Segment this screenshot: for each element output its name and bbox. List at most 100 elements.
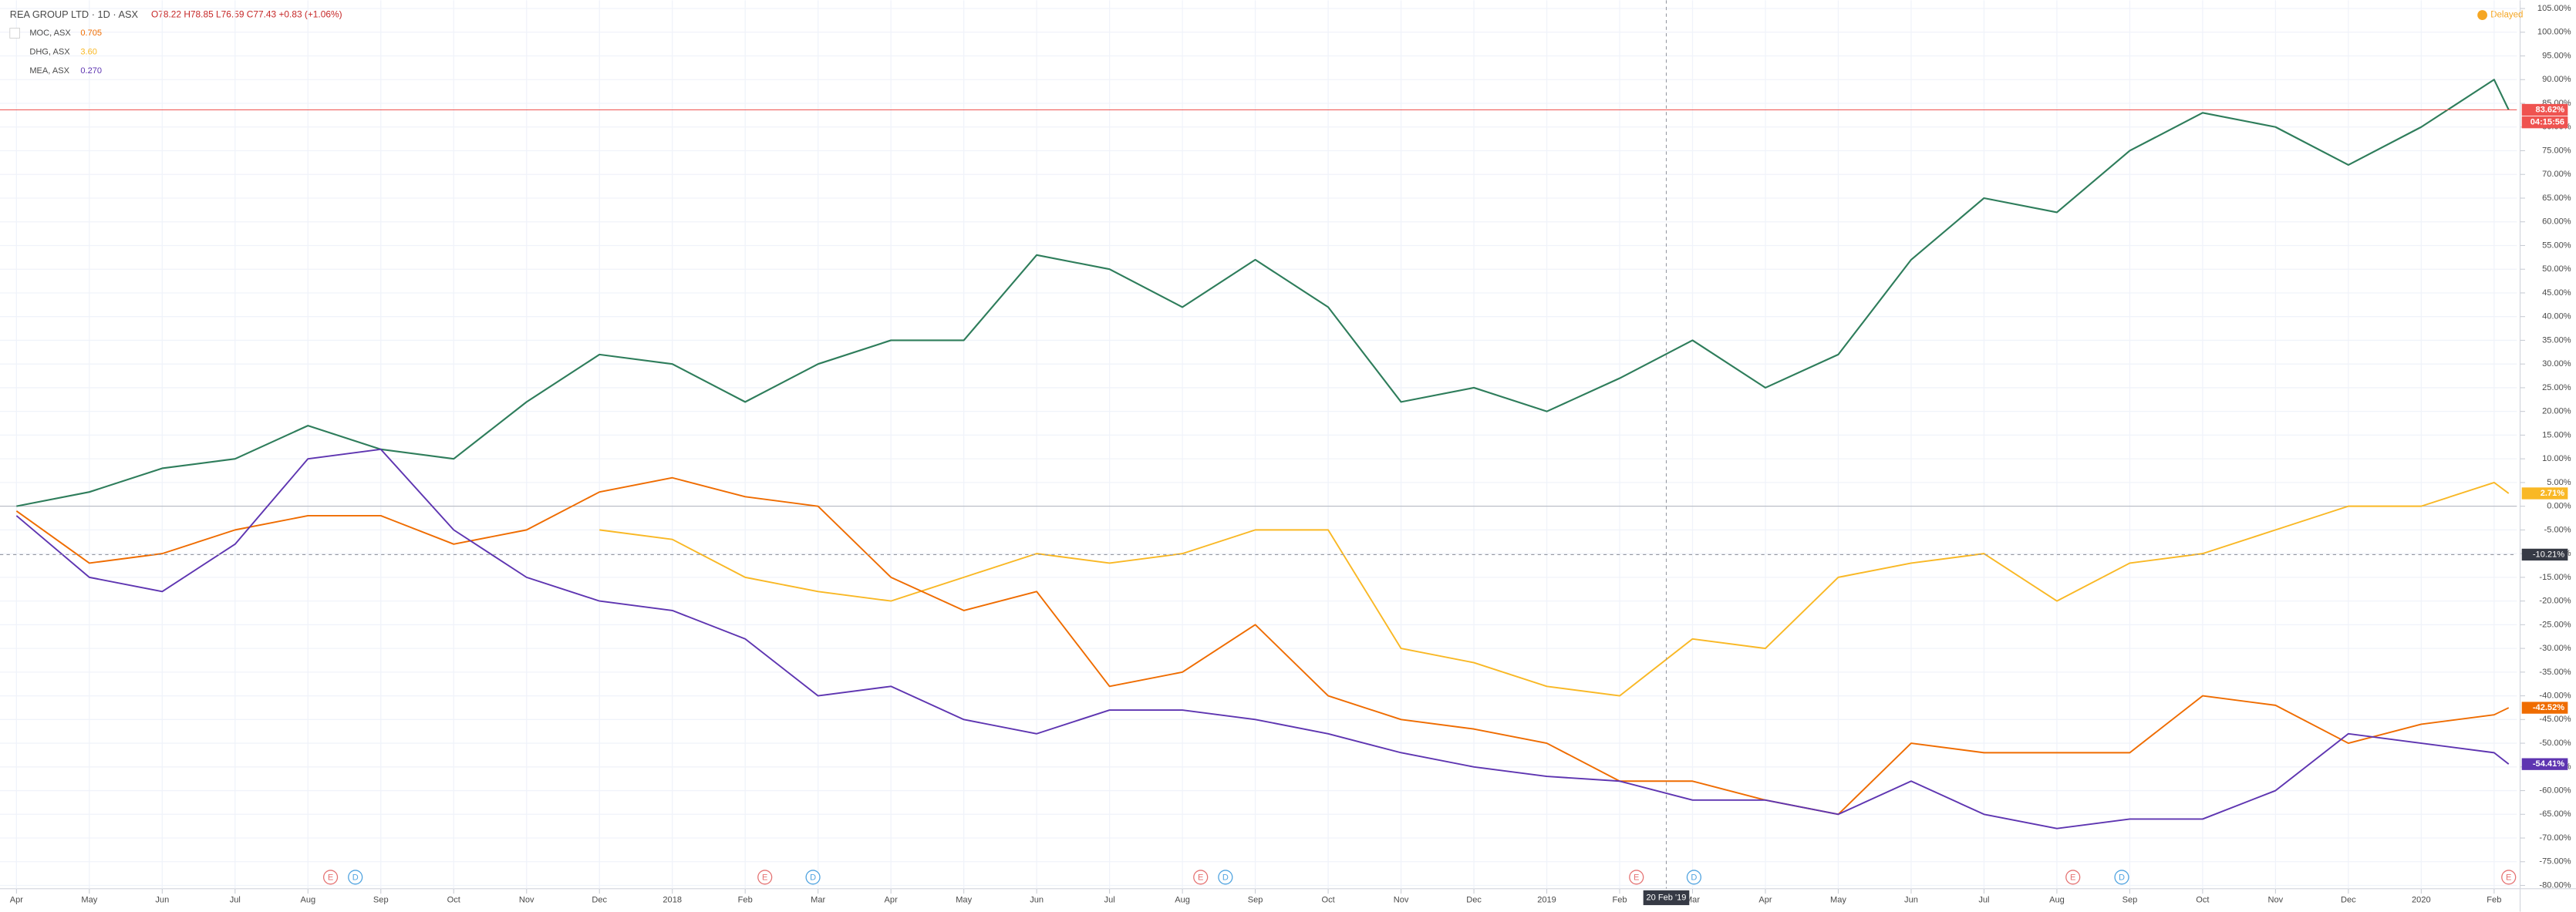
chart-title: REA GROUP LTD · 1D · ASX: [10, 8, 139, 20]
crosshair-y-box: [2521, 548, 2568, 561]
x-tick-label: Feb: [738, 896, 753, 905]
x-tick-label: Feb: [1612, 896, 1627, 905]
y-tick-label: 70.00%: [2542, 170, 2571, 179]
countdown: 04:15:56: [2530, 118, 2564, 127]
y-tick-label: 0.00%: [2547, 502, 2571, 511]
y-tick-label: -5.00%: [2544, 525, 2571, 534]
x-tick-label: Sep: [2123, 896, 2138, 905]
event-label: E: [762, 873, 767, 882]
y-tick-label: 95.00%: [2542, 51, 2571, 60]
y-tick-label: -25.00%: [2539, 620, 2571, 629]
x-tick-label: Jul: [1978, 896, 1989, 905]
x-tick-label: Jul: [1104, 896, 1115, 905]
series-line: [15, 476, 2510, 816]
y-tick-label: 60.00%: [2542, 217, 2571, 227]
event-label: D: [810, 873, 816, 882]
event-label: E: [1634, 873, 1639, 882]
x-tick-label: Nov: [519, 896, 534, 905]
y-tick-label: -40.00%: [2539, 692, 2571, 701]
y-tick-label: 35.00%: [2542, 335, 2571, 345]
x-tick-label: Nov: [2268, 896, 2284, 905]
plot: [0, 0, 2517, 889]
x-tick-label: Dec: [2341, 896, 2356, 905]
y-tick-label: -15.00%: [2539, 573, 2571, 582]
y-tick-label: 65.00%: [2542, 194, 2571, 203]
y-tick-label: -80.00%: [2539, 880, 2571, 890]
event-marker[interactable]: [2114, 870, 2129, 885]
event-label: D: [1691, 873, 1697, 882]
event-marker[interactable]: [1193, 870, 1209, 885]
event-marker[interactable]: [2501, 870, 2517, 885]
x-tick-label: Apr: [885, 896, 899, 905]
event-marker[interactable]: [2065, 870, 2081, 885]
x-tick-label: Dec: [1466, 896, 1482, 905]
event-marker[interactable]: [805, 870, 821, 885]
last-value-box: [2521, 702, 2568, 714]
series-line: [16, 79, 2510, 507]
x-tick-label: Jun: [1904, 896, 1918, 905]
x-tick-label: Sep: [1248, 896, 1263, 905]
legend-name: DHG, ASX: [29, 47, 70, 56]
x-tick-label: Mar: [811, 896, 825, 905]
crosshair-x-box: [1643, 890, 1690, 906]
y-tick-label: -20.00%: [2539, 597, 2571, 606]
event-marker[interactable]: [348, 870, 363, 885]
last-value-box: [2521, 758, 2568, 770]
crosshair-y-label: -10.21%: [2533, 550, 2564, 559]
legend-value: 0.270: [80, 66, 102, 76]
legend-name: MEA, ASX: [29, 66, 69, 76]
x-tick-label: Oct: [2196, 896, 2209, 905]
crosshair-x-label: 20 Feb '19: [1647, 893, 1687, 902]
event-label: E: [1198, 873, 1203, 882]
y-tick-label: 50.00%: [2542, 264, 2571, 274]
x-tick-label: 2020: [2412, 896, 2431, 905]
y-tick-label: -70.00%: [2539, 833, 2571, 843]
y-tick-label: 25.00%: [2542, 383, 2571, 392]
event-marker[interactable]: [1686, 870, 1701, 885]
x-tick-label: Oct: [447, 896, 460, 905]
status-dot: [2477, 10, 2487, 20]
x-tick-label: Sep: [373, 896, 389, 905]
x-tick-label: May: [956, 896, 972, 905]
event-marker[interactable]: [1629, 870, 1644, 885]
y-tick-label: -50.00%: [2539, 739, 2571, 748]
y-tick-label: -30.00%: [2539, 644, 2571, 653]
x-tick-label: 2019: [1537, 896, 1556, 905]
last-value-label: -54.41%: [2533, 759, 2564, 769]
x-tick-label: Oct: [1321, 896, 1334, 905]
series-line: [15, 448, 2510, 830]
x-tick-label: May: [1830, 896, 1846, 905]
y-tick-label: 40.00%: [2542, 312, 2571, 321]
last-value-box: [2521, 487, 2568, 500]
event-marker[interactable]: [757, 870, 773, 885]
y-tick-label: -45.00%: [2539, 715, 2571, 724]
last-value-label: 83.62%: [2536, 105, 2565, 114]
x-tick-label: May: [81, 896, 97, 905]
y-tick-label: 105.00%: [2537, 4, 2571, 13]
legend-name: MOC, ASX: [29, 29, 71, 38]
y-tick-label: 5.00%: [2547, 478, 2571, 487]
legend-value: 0.705: [80, 29, 102, 38]
x-tick-label: Jul: [230, 896, 241, 905]
event-marker[interactable]: [322, 870, 339, 885]
y-tick-label: -75.00%: [2539, 857, 2571, 867]
legend-toggle[interactable]: [9, 28, 20, 39]
y-tick-label: -35.00%: [2539, 668, 2571, 677]
y-tick-label: -60.00%: [2539, 786, 2571, 795]
event-marker[interactable]: [1218, 870, 1233, 885]
x-tick-label: Nov: [1394, 896, 1409, 905]
y-tick-label: 100.00%: [2537, 28, 2571, 37]
x-tick-label: 2018: [663, 896, 682, 905]
y-tick-label: 15.00%: [2542, 430, 2571, 439]
y-tick-label: 20.00%: [2542, 407, 2571, 416]
event-label: D: [1222, 873, 1229, 882]
y-tick-label: 55.00%: [2542, 241, 2571, 250]
x-tick-label: Apr: [10, 896, 24, 905]
y-tick-label: 90.00%: [2542, 75, 2571, 84]
x-tick-label: Feb: [2487, 896, 2501, 905]
legend-value: 3.60: [80, 47, 97, 56]
x-tick-label: Jun: [1030, 896, 1044, 905]
last-value-label: -42.52%: [2533, 703, 2564, 712]
